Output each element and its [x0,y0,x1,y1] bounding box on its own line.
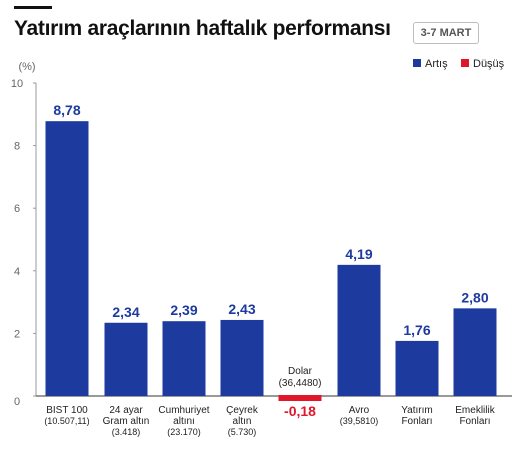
title-accent-rule [14,6,52,9]
bar [220,319,264,396]
bar-negative [278,395,322,401]
y-tick-label: 4 [14,266,20,278]
y-tick-label: 0 [14,396,20,408]
bar [45,121,89,396]
category-label: (39,5810) [340,416,379,426]
bar-value-label: 4,19 [345,246,372,262]
y-tick-label: 8 [14,141,20,153]
category-label: (23.170) [167,427,201,437]
category-label: Cumhuriyet [158,405,209,416]
category-label: Avro [349,405,370,416]
category-label: Fonları [401,416,432,427]
bar-value-label: 2,39 [170,302,197,318]
category-label: Yatırım [401,405,432,416]
chart-title: Yatırım araçlarının haftalık performansı [14,17,391,40]
legend-swatch [461,59,469,67]
bar [162,321,206,396]
category-label: (36,4480) [279,378,322,389]
category-label: Çeyrek [226,405,259,416]
category-label: (5.730) [228,427,257,437]
y-axis-unit-label: (%) [18,61,35,73]
category-label: Gram altın [103,416,150,427]
bar-value-label: 2,34 [112,304,139,320]
category-label: BIST 100 [46,405,88,416]
legend-label: Düşüş [473,58,505,70]
category-label: Emeklilik [455,405,495,416]
legend-label: Artış [425,58,448,70]
date-badge: 3-7 MART [413,22,479,44]
y-tick-label: 2 [14,328,20,340]
bar-value-label: 2,80 [461,289,488,305]
category-label: 24 ayar [109,405,143,416]
category-label: (10.507,11) [44,416,89,426]
bar [395,340,439,396]
y-tick-label: 10 [11,78,23,90]
bar-value-label: 1,76 [403,322,430,338]
bar-value-label: -0,18 [284,403,316,419]
bar [453,308,497,396]
bar [104,322,148,396]
category-label: Fonları [459,416,490,427]
bar-value-label: 8,78 [53,102,80,118]
category-label: altın [233,416,252,427]
category-label: (3.418) [112,427,141,437]
category-label: Dolar [288,366,313,377]
y-tick-label: 6 [14,203,20,215]
bar [337,264,381,396]
legend-swatch [413,59,421,67]
category-label: altını [173,416,195,427]
bar-value-label: 2,43 [228,301,255,317]
